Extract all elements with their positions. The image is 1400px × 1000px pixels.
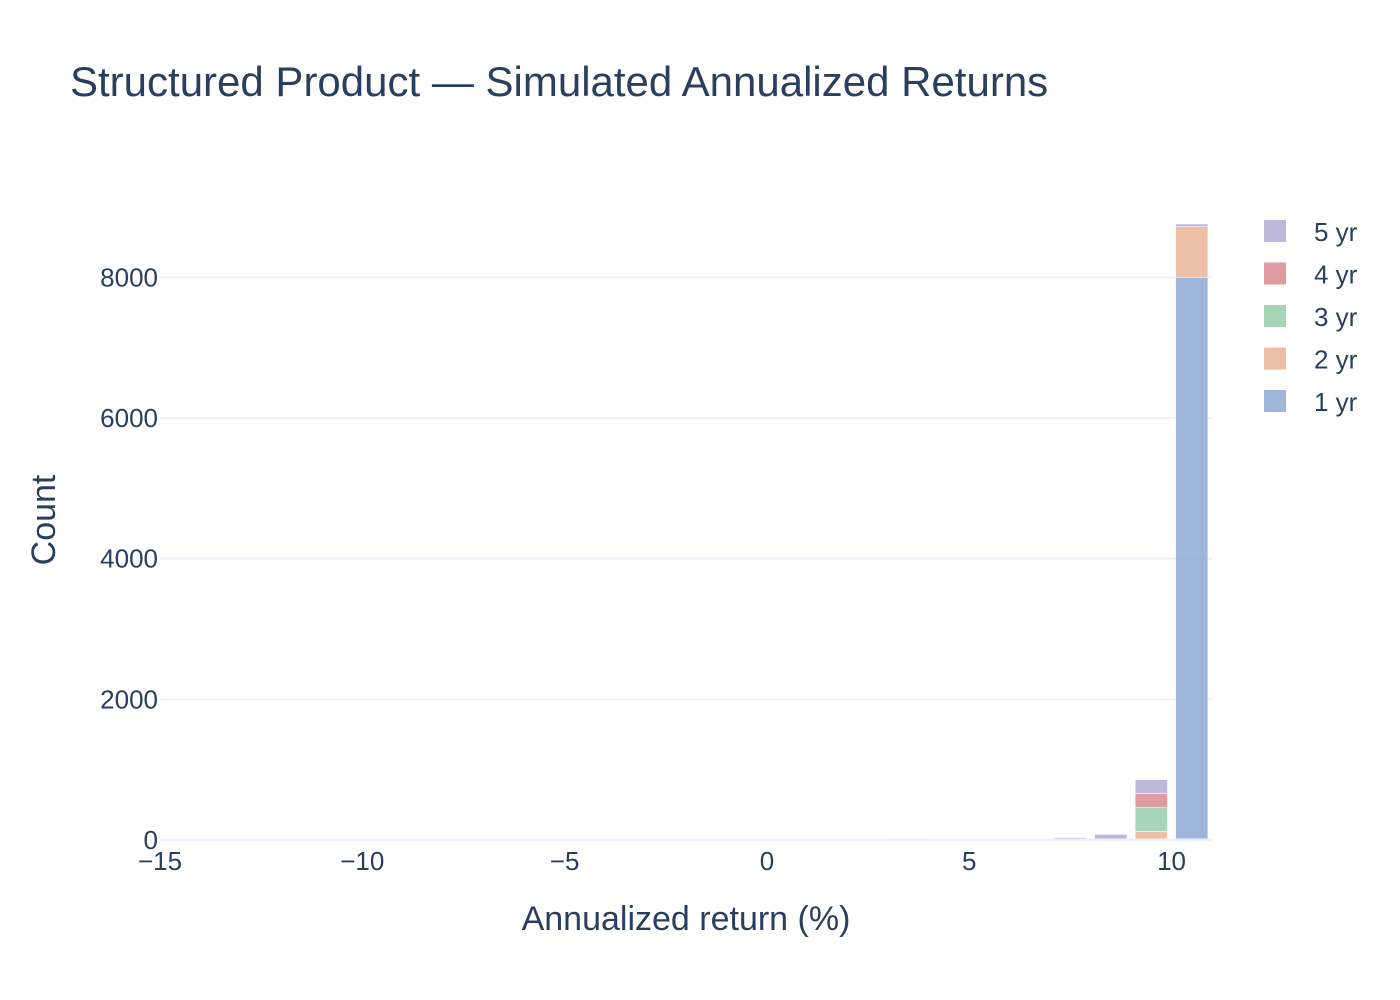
legend-label: 4 yr (1314, 260, 1358, 290)
legend-label: 1 yr (1314, 387, 1358, 417)
x-tick-label: 0 (760, 846, 774, 876)
legend-label: 5 yr (1314, 217, 1358, 247)
x-tick-label: −10 (340, 846, 384, 876)
y-tick-label: 0 (144, 825, 158, 855)
bar-2-yr (1175, 226, 1209, 278)
bar-5-yr (1134, 779, 1168, 794)
x-tick-labels: −15 −10 −5 0 5 10 (138, 846, 1186, 876)
legend-swatch (1264, 305, 1286, 327)
gridlines (160, 276, 1212, 701)
x-tick-label: 5 (962, 846, 976, 876)
x-tick-label: −15 (138, 846, 182, 876)
x-axis-title: Annualized return (%) (522, 900, 851, 938)
legend-swatch (1264, 220, 1286, 242)
legend: 5 yr 4 yr 3 yr 2 yr 1 yr (1264, 217, 1358, 417)
bar-3-yr (1134, 807, 1168, 832)
y-tick-label: 4000 (100, 544, 158, 574)
bar-1-yr (1175, 277, 1209, 841)
bar-4-yr (1134, 793, 1168, 808)
legend-swatch (1264, 347, 1286, 370)
bar-5-yr (1175, 223, 1209, 228)
y-axis-title: Count (25, 474, 63, 565)
x-tick-label: 10 (1157, 846, 1186, 876)
legend-swatch (1264, 262, 1286, 285)
x-tick-label: −5 (550, 846, 580, 876)
y-tick-label: 6000 (100, 403, 158, 433)
y-tick-labels: 0 2000 4000 6000 8000 (100, 262, 158, 855)
legend-swatch (1264, 390, 1286, 412)
y-tick-label: 2000 (100, 684, 158, 714)
chart-title: Structured Product — Simulated Annualize… (70, 58, 1049, 105)
legend-label: 2 yr (1314, 345, 1358, 375)
y-tick-label: 8000 (100, 262, 158, 292)
bars (163, 223, 1209, 841)
legend-label: 3 yr (1314, 302, 1358, 332)
